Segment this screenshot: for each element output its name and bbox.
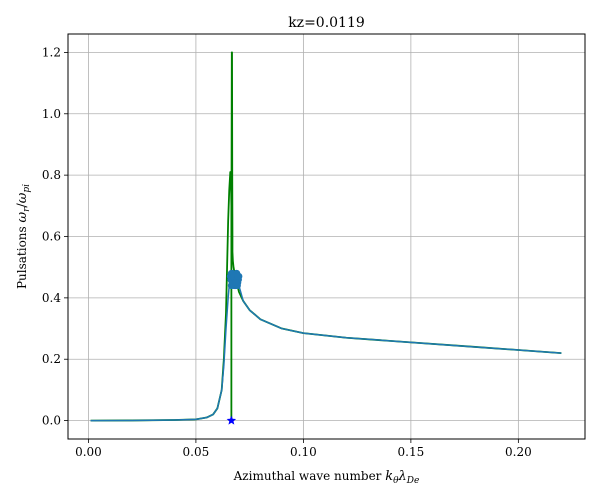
y-tick-label: 1.0 — [42, 107, 61, 121]
y-tick-label: 0.2 — [42, 352, 61, 366]
marker-layer — [226, 269, 243, 425]
y-axis-label-w2: ω — [15, 192, 30, 203]
x-tick-label: 0.10 — [290, 445, 317, 459]
y-tick-label: 1.2 — [42, 45, 61, 59]
y-axis-label-prefix: Pulsations — [15, 223, 29, 290]
y-axis-label-w1: ω — [15, 212, 30, 223]
cluster-marker — [232, 279, 240, 287]
x-axis-label: Azimuthal wave number kθλDe — [233, 469, 420, 486]
star-marker — [226, 415, 237, 425]
y-tick-label: 0.4 — [42, 291, 61, 305]
grid — [68, 34, 585, 439]
y-axis-label: Pulsations ωr/ωpi — [15, 184, 32, 289]
x-axis-label-sub1: θ — [393, 476, 399, 486]
x-axis-label-k: k — [385, 469, 393, 484]
x-axis-label-lambda: λ — [398, 469, 407, 484]
y-tick-label: 0.6 — [42, 230, 61, 244]
y-tick-label: 0.8 — [42, 168, 61, 182]
cluster-marker — [234, 272, 242, 280]
chart-title: kz=0.0119 — [288, 15, 365, 31]
x-axis-label-prefix: Azimuthal wave number — [233, 469, 386, 483]
y-axis-label-slash: / — [15, 203, 30, 208]
y-axis-label-sub1: r — [22, 207, 32, 212]
x-tick-label: 0.00 — [75, 445, 102, 459]
x-axis-label-sub2: De — [406, 476, 420, 486]
x-tick-label: 0.05 — [183, 445, 210, 459]
y-axis-label-sub2: pi — [22, 184, 32, 193]
x-tick-label: 0.20 — [505, 445, 532, 459]
ticks: 0.00 0.05 0.10 0.15 0.20 0.0 0.2 0.4 0.6 0.8 1.0 1.… — [42, 45, 532, 459]
x-tick-label: 0.15 — [398, 445, 425, 459]
y-tick-label: 0.0 — [42, 414, 61, 428]
